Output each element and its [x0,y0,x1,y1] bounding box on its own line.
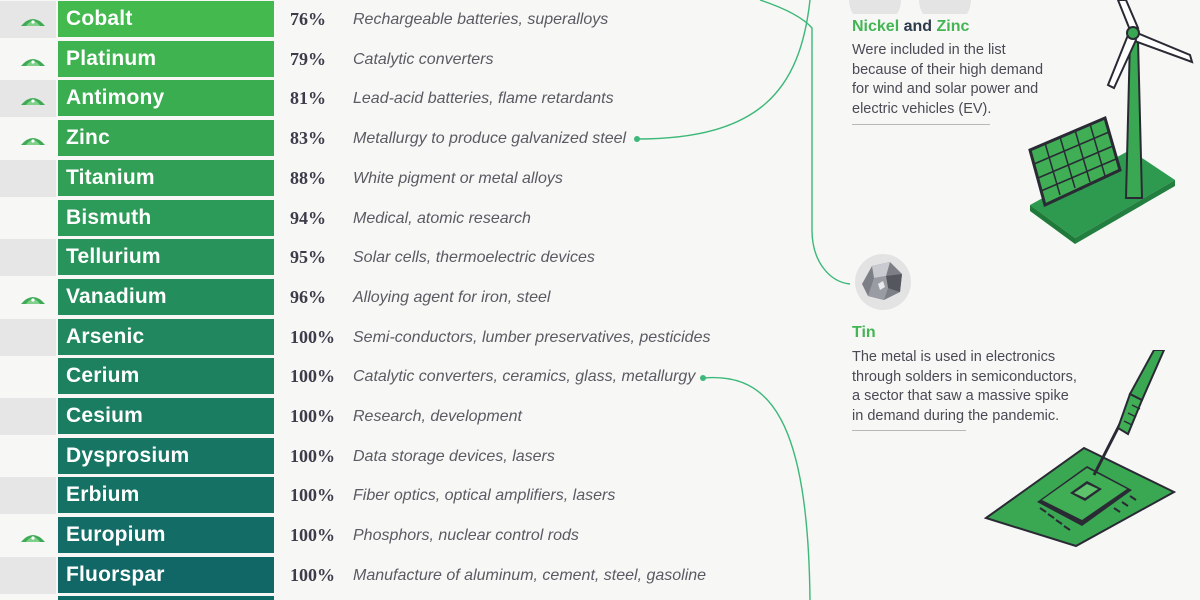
row-band [0,517,56,554]
row-band [0,1,56,38]
table-row: Europium 100% Phosphors, nuclear control r… [0,517,760,554]
row-band [0,239,56,277]
table-row: Vanadium 96% Alloying agent for iron, stee… [0,278,760,316]
green-mineral-pile-icon [21,19,45,26]
mineral-name: Titanium [58,159,274,196]
green-mineral-pile-icon [21,296,45,304]
import-reliance-percent: 79% [290,48,326,69]
mineral-name: Erbium [58,477,274,514]
mineral-use: Semi-conductors, lumber preservatives, p… [353,328,711,346]
row-band [0,80,56,118]
import-reliance-percent: 100% [290,485,335,506]
import-reliance-percent: 100% [290,406,335,426]
table-row: Arsenic 100% Semi-conductors, lumber prese… [0,318,760,356]
mineral-use: Fiber optics, optical amplifiers, lasers [353,487,616,505]
mineral-name: Platinum [58,40,274,77]
row-band [0,120,56,157]
next-row-edge [58,596,274,600]
mineral-use: Phosphors, nuclear control rods [353,527,579,545]
row-band [0,279,56,316]
mineral-name: Fluorspar [58,556,274,593]
table-row: Antimony 81% Lead-acid batteries, flame re… [0,80,760,118]
import-reliance-percent: 88% [290,167,326,188]
top-connector [759,0,851,285]
mineral-use: Manufacture of aluminum, cement, steel, … [353,566,707,584]
row-band [0,159,56,197]
zinc-connector-dot [634,136,640,142]
mineral-name: Dysprosium [58,437,274,474]
mineral-use: Rechargeable batteries, superalloys [353,11,609,28]
nickel-zinc-underline [852,124,990,125]
mineral-use: Research, development [353,408,522,425]
tin-metal-chunk-icon [855,254,911,310]
table-row: Dysprosium 100% Data storage devices, lase… [0,437,760,475]
nickel-zinc-title: Nickel and Zinc [852,18,970,35]
row-band [0,556,56,594]
import-reliance-percent: 94% [290,207,326,228]
mineral-name: Bismuth [58,199,274,236]
mineral-name: Antimony [58,80,274,117]
mineral-use: Catalytic converters, ceramics, glass, m… [353,368,696,386]
row-band [0,318,56,356]
tin-title: Tin [852,324,876,341]
tin-text: The metal is used in electronics through… [852,349,1077,424]
soldering-iron-chip-icon [983,350,1177,548]
table-row: Cerium 100% Catalytic converters, ceramics… [0,358,760,395]
mineral-name: Tellurium [58,239,274,276]
mineral-use: Solar cells, thermoelectric devices [353,249,595,267]
import-reliance-percent: 100% [290,525,335,546]
mineral-name: Cerium [58,358,274,395]
cerium-connector [702,376,811,600]
mineral-name: Arsenic [58,318,274,355]
import-reliance-percent: 100% [290,366,335,387]
row-band [0,41,56,78]
import-reliance-percent: 76% [290,9,326,29]
mineral-use: Metallurgy to produce galvanized steel [353,130,627,148]
mineral-use: Lead-acid batteries, flame retardants [353,90,614,108]
row-band [0,477,56,515]
import-reliance-percent: 100% [290,564,335,585]
table-row: Erbium 100% Fiber optics, optical amplifie… [0,477,760,515]
import-reliance-percent: 96% [290,286,326,307]
mineral-name: Europium [58,517,274,554]
mineral-use: Data storage devices, lasers [353,447,555,465]
mineral-use: Catalytic converters [353,50,494,68]
cerium-connector-dot [700,375,706,381]
tin-underline [852,430,966,431]
import-reliance-percent: 100% [290,326,335,347]
mineral-name: Zinc [58,120,274,157]
mineral-use: Medical, atomic research [353,209,531,227]
table-row: Platinum 79% Catalytic converters [0,40,760,78]
mineral-name: Vanadium [58,278,274,315]
table-row: Zinc 83% Metallurgy to produce galvanized … [0,120,760,157]
nickel-zinc-text: Were included in the list because of the… [852,42,1044,117]
top-mineral-icons [849,0,971,14]
table-row: Tellurium 95% Solar cells, thermoelectric … [0,239,760,277]
table-row: Titanium 88% White pigment or metal alloys [0,159,760,197]
import-reliance-percent: 83% [290,128,326,149]
mineral-name: Cobalt [58,1,274,37]
wind-turbine-solar-panel-icon [1028,0,1194,244]
table-row: Bismuth 94% Medical, atomic research [0,199,760,237]
import-reliance-percent: 95% [290,247,326,268]
green-mineral-pile-icon [21,138,45,146]
mineral-name: Cesium [58,398,274,434]
import-reliance-percent: 100% [290,445,335,466]
import-reliance-percent: 81% [290,88,326,109]
table-row: Cobalt 76% Rechargeable batteries, superal… [0,1,760,38]
table-row: Fluorspar 100% Manufacture of aluminum, ce… [0,556,760,594]
zinc-connector [636,0,811,140]
green-mineral-pile-icon [21,535,45,543]
mineral-use: Alloying agent for iron, steel [353,288,551,306]
green-mineral-pile-icon [21,98,45,106]
row-band [0,398,56,435]
green-mineral-pile-icon [21,58,45,66]
table-row: Cesium 100% Research, development [0,398,760,435]
mineral-use: White pigment or metal alloys [353,169,563,187]
